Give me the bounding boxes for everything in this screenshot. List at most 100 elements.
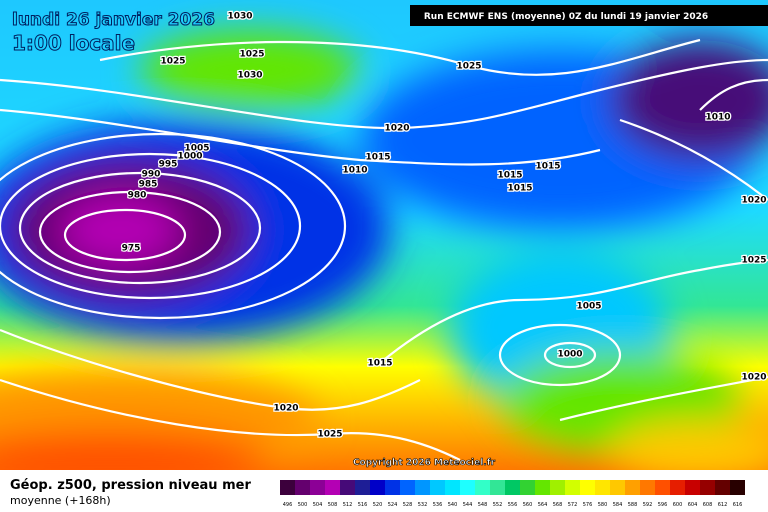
isobars: [0, 38, 768, 461]
scale-swatch: [325, 480, 340, 495]
isobar-label: 1030: [227, 12, 252, 22]
run-info: Run ECMWF ENS (moyenne) 0Z du lundi 19 j…: [424, 12, 708, 22]
scale-swatch: [565, 480, 580, 495]
scale-label: 588: [628, 502, 638, 508]
legend-subtitle: moyenne (+168h): [10, 494, 111, 507]
scale-swatch: [625, 480, 640, 495]
isobar-label: 1010: [705, 113, 730, 123]
isobar-label: 995: [159, 160, 178, 170]
isobar-label: 1020: [384, 124, 409, 134]
scale-label: 540: [448, 502, 458, 508]
color-scale: 496 500 504 508 512 516 520 524 528 532 536 540 544 5…: [280, 480, 745, 508]
scale-label: 576: [583, 502, 593, 508]
scale-swatch: [520, 480, 535, 495]
scale-label: 604: [688, 502, 698, 508]
scale-label: 616: [733, 502, 743, 508]
isobar-label: 1015: [367, 359, 392, 369]
scale-label: 596: [658, 502, 668, 508]
scale-swatch: [580, 480, 595, 495]
scale-swatch: [385, 480, 400, 495]
isobar-label: 980: [128, 191, 147, 201]
scale-label: 572: [568, 502, 578, 508]
scale-label: 556: [508, 502, 518, 508]
scale-swatch: [730, 480, 745, 495]
isobar-label: 1015: [535, 162, 560, 172]
scale-swatch: [670, 480, 685, 495]
isobar-labels: 1030 1025 1025 1030 1025 1020 1010 1005 …: [120, 10, 767, 441]
scale-label: 592: [643, 502, 653, 508]
scale-swatch: [295, 480, 310, 495]
scale-swatch: [715, 480, 730, 495]
scale-label: 552: [493, 502, 503, 508]
scale-swatch: [430, 480, 445, 495]
map-area: 1030 1025 1025 1030 1025 1020 1010 1005 …: [0, 0, 768, 470]
scale-label: 520: [373, 502, 383, 508]
isobar-label: 1025: [741, 256, 766, 266]
isobar-label: 1020: [273, 404, 298, 414]
scale-label: 516: [358, 502, 368, 508]
scale-label: 532: [418, 502, 428, 508]
scale-label: 568: [553, 502, 563, 508]
run-box: [410, 5, 768, 26]
scale-label: 564: [538, 502, 548, 508]
scale-swatch: [610, 480, 625, 495]
isobar-label: 1030: [237, 71, 262, 81]
isobar-label: 1020: [741, 373, 766, 383]
scale-swatch: [640, 480, 655, 495]
scale-swatch: [460, 480, 475, 495]
isobar-label: 1025: [317, 430, 342, 440]
isobar-label: 975: [122, 244, 141, 254]
scale-swatch: [535, 480, 550, 495]
scale-swatch: [490, 480, 505, 495]
isobar-label: 990: [142, 170, 161, 180]
scale-label: 560: [523, 502, 533, 508]
scale-swatch: [415, 480, 430, 495]
isobar-label: 1015: [507, 184, 532, 194]
isobar-label: 1010: [342, 166, 367, 176]
scale-label: 528: [403, 502, 413, 508]
scale-label: 544: [463, 502, 473, 508]
scale-label: 580: [598, 502, 608, 508]
scale-swatch: [340, 480, 355, 495]
scale-label: 512: [343, 502, 353, 508]
scale-label: 600: [673, 502, 683, 508]
scale-label: 608: [703, 502, 713, 508]
map-title: lundi 26 janvier 2026: [12, 10, 215, 30]
scale-swatch: [445, 480, 460, 495]
isobar-label: 1015: [497, 171, 522, 181]
scale-swatch: [685, 480, 700, 495]
isobar-label: 1000: [177, 152, 202, 162]
scale-swatch: [505, 480, 520, 495]
scale-label: 548: [478, 502, 488, 508]
scale-label: 496: [283, 502, 293, 508]
legend-title: Géop. z500, pression niveau mer: [10, 478, 251, 493]
scale-label: 536: [433, 502, 443, 508]
scale-swatch: [475, 480, 490, 495]
isobar-label: 1020: [741, 196, 766, 206]
scale-swatch: [700, 480, 715, 495]
scale-label: 584: [613, 502, 623, 508]
scale-swatch: [310, 480, 325, 495]
isobar-label: 985: [139, 180, 158, 190]
isobar-label: 1000: [557, 350, 582, 360]
scale-label: 504: [313, 502, 323, 508]
isobar-label: 1015: [365, 153, 390, 163]
scale-swatch: [400, 480, 415, 495]
scale-label: 612: [718, 502, 728, 508]
scale-label: 524: [388, 502, 398, 508]
isobar-label: 1005: [576, 302, 601, 312]
isobar-label: 1025: [456, 62, 481, 72]
isobar-label: 1025: [239, 50, 264, 60]
scale-label: 500: [298, 502, 308, 508]
scale-swatch: [280, 480, 295, 495]
isobar-label: 1025: [160, 57, 185, 67]
map-time: 1:00 locale: [12, 31, 135, 55]
scale-swatch: [655, 480, 670, 495]
copyright: Copyright 2026 Meteociel.fr: [353, 458, 496, 468]
scale-swatch: [370, 480, 385, 495]
isobar-label: 1005: [184, 144, 209, 154]
scale-label: 508: [328, 502, 338, 508]
scale-swatch: [595, 480, 610, 495]
